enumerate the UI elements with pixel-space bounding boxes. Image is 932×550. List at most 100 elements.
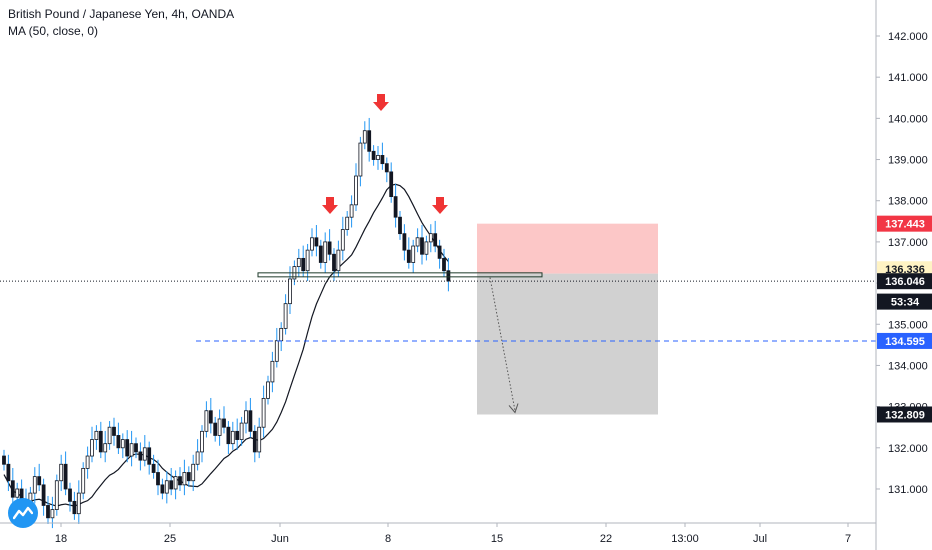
candle-body — [367, 130, 372, 152]
candle-body — [380, 155, 385, 165]
candle-body — [384, 163, 389, 173]
price-tag-label: 137.443 — [885, 219, 925, 231]
x-tick-label: 22 — [600, 533, 612, 545]
price-tag — [877, 215, 932, 232]
candle-body — [120, 439, 125, 449]
candle-body — [10, 480, 15, 498]
candle-body — [332, 253, 336, 272]
candle-body — [248, 410, 253, 432]
price-tag-label: 134.595 — [885, 336, 925, 348]
symbol-title: British Pound / Japanese Yen, 4h, OANDA — [8, 7, 235, 21]
candle-body — [393, 196, 398, 218]
y-tick-label: 142.000 — [888, 31, 928, 43]
candle-body — [305, 249, 310, 272]
price-tag — [877, 293, 932, 310]
y-tick-label: 135.000 — [888, 319, 928, 331]
y-tick-label: 138.000 — [888, 196, 928, 208]
tradingview-logo-icon[interactable] — [8, 498, 38, 528]
candle-body — [151, 463, 156, 473]
pattern-arrow-icon — [432, 196, 448, 214]
candle-body — [173, 476, 178, 490]
candle-body — [195, 451, 200, 465]
x-tick-label: 18 — [55, 533, 67, 545]
take-profit-zone — [477, 273, 658, 415]
price-tag — [877, 406, 932, 423]
candle-body — [239, 422, 244, 440]
candle-body — [90, 439, 94, 457]
candle-body — [437, 245, 442, 259]
candle-body — [54, 480, 59, 510]
x-tick-label: 25 — [164, 533, 176, 545]
y-tick-label: 139.000 — [888, 155, 928, 167]
y-tick-label: 141.000 — [888, 72, 928, 84]
pattern-arrow-icon — [373, 94, 389, 112]
candle-body — [191, 463, 196, 482]
candle-body — [230, 430, 235, 445]
candle-body — [200, 430, 204, 453]
candle-body — [134, 443, 138, 453]
candle-body — [411, 245, 416, 263]
candle-body — [296, 257, 301, 268]
candle-body — [182, 472, 187, 486]
candle-body — [138, 451, 143, 461]
y-tick-label: 131.000 — [888, 484, 928, 496]
candle-body — [15, 488, 20, 498]
candle-body — [112, 426, 116, 436]
candle-body — [318, 245, 323, 263]
candle-body — [186, 472, 191, 482]
candle-body — [72, 500, 77, 515]
x-tick-label: Jul — [753, 533, 767, 545]
x-tick-label: 13:00 — [671, 533, 699, 545]
neckline-zone — [257, 272, 543, 278]
candle-body — [358, 142, 363, 177]
candle-body — [349, 204, 354, 218]
candle-body — [32, 476, 37, 494]
candle-body — [402, 233, 407, 251]
projection-arrow — [489, 277, 516, 411]
stop-loss-zone — [477, 223, 658, 274]
y-tick-label: 137.000 — [888, 237, 928, 249]
candle-body — [274, 340, 279, 362]
candle-body — [420, 237, 424, 255]
candle-body — [204, 410, 209, 432]
candle-body — [252, 430, 257, 453]
candle-body — [428, 233, 433, 243]
chart-legend: British Pound / Japanese Yen, 4h, OANDA … — [8, 6, 234, 40]
candle-body — [235, 430, 240, 440]
candle-body — [213, 422, 218, 436]
y-tick-label: 132.000 — [888, 443, 928, 455]
candle-body — [222, 418, 226, 428]
candle-body — [46, 505, 50, 519]
candle-body — [59, 463, 64, 482]
candle-body — [68, 488, 72, 502]
candle-body — [244, 410, 248, 424]
candle-body — [226, 426, 231, 445]
candle-body — [76, 492, 81, 515]
candle-body — [85, 455, 90, 469]
candle-body — [94, 430, 99, 440]
candle-body — [164, 480, 169, 494]
candle-body — [178, 476, 182, 486]
candle-body — [208, 410, 213, 424]
price-tag — [877, 273, 932, 290]
candle-body — [107, 426, 112, 445]
candle-body — [156, 472, 160, 486]
candle-body — [129, 443, 134, 457]
candle-body — [37, 476, 42, 486]
candle-body — [50, 509, 55, 519]
projection-arrowhead — [508, 403, 519, 414]
candle-body — [81, 467, 86, 494]
candle-body — [314, 237, 319, 247]
candle-body — [125, 439, 130, 457]
candle-body — [160, 484, 165, 494]
candle-body — [6, 463, 11, 482]
candle-body — [327, 241, 332, 255]
price-tag-label: 132.809 — [885, 409, 925, 421]
pattern-arrow-icon — [322, 196, 338, 214]
candle-body — [389, 171, 394, 198]
candle-body — [266, 381, 270, 399]
x-tick-label: 8 — [385, 533, 391, 545]
price-tag-label: 136.046 — [885, 276, 925, 288]
candle-body — [398, 216, 402, 235]
